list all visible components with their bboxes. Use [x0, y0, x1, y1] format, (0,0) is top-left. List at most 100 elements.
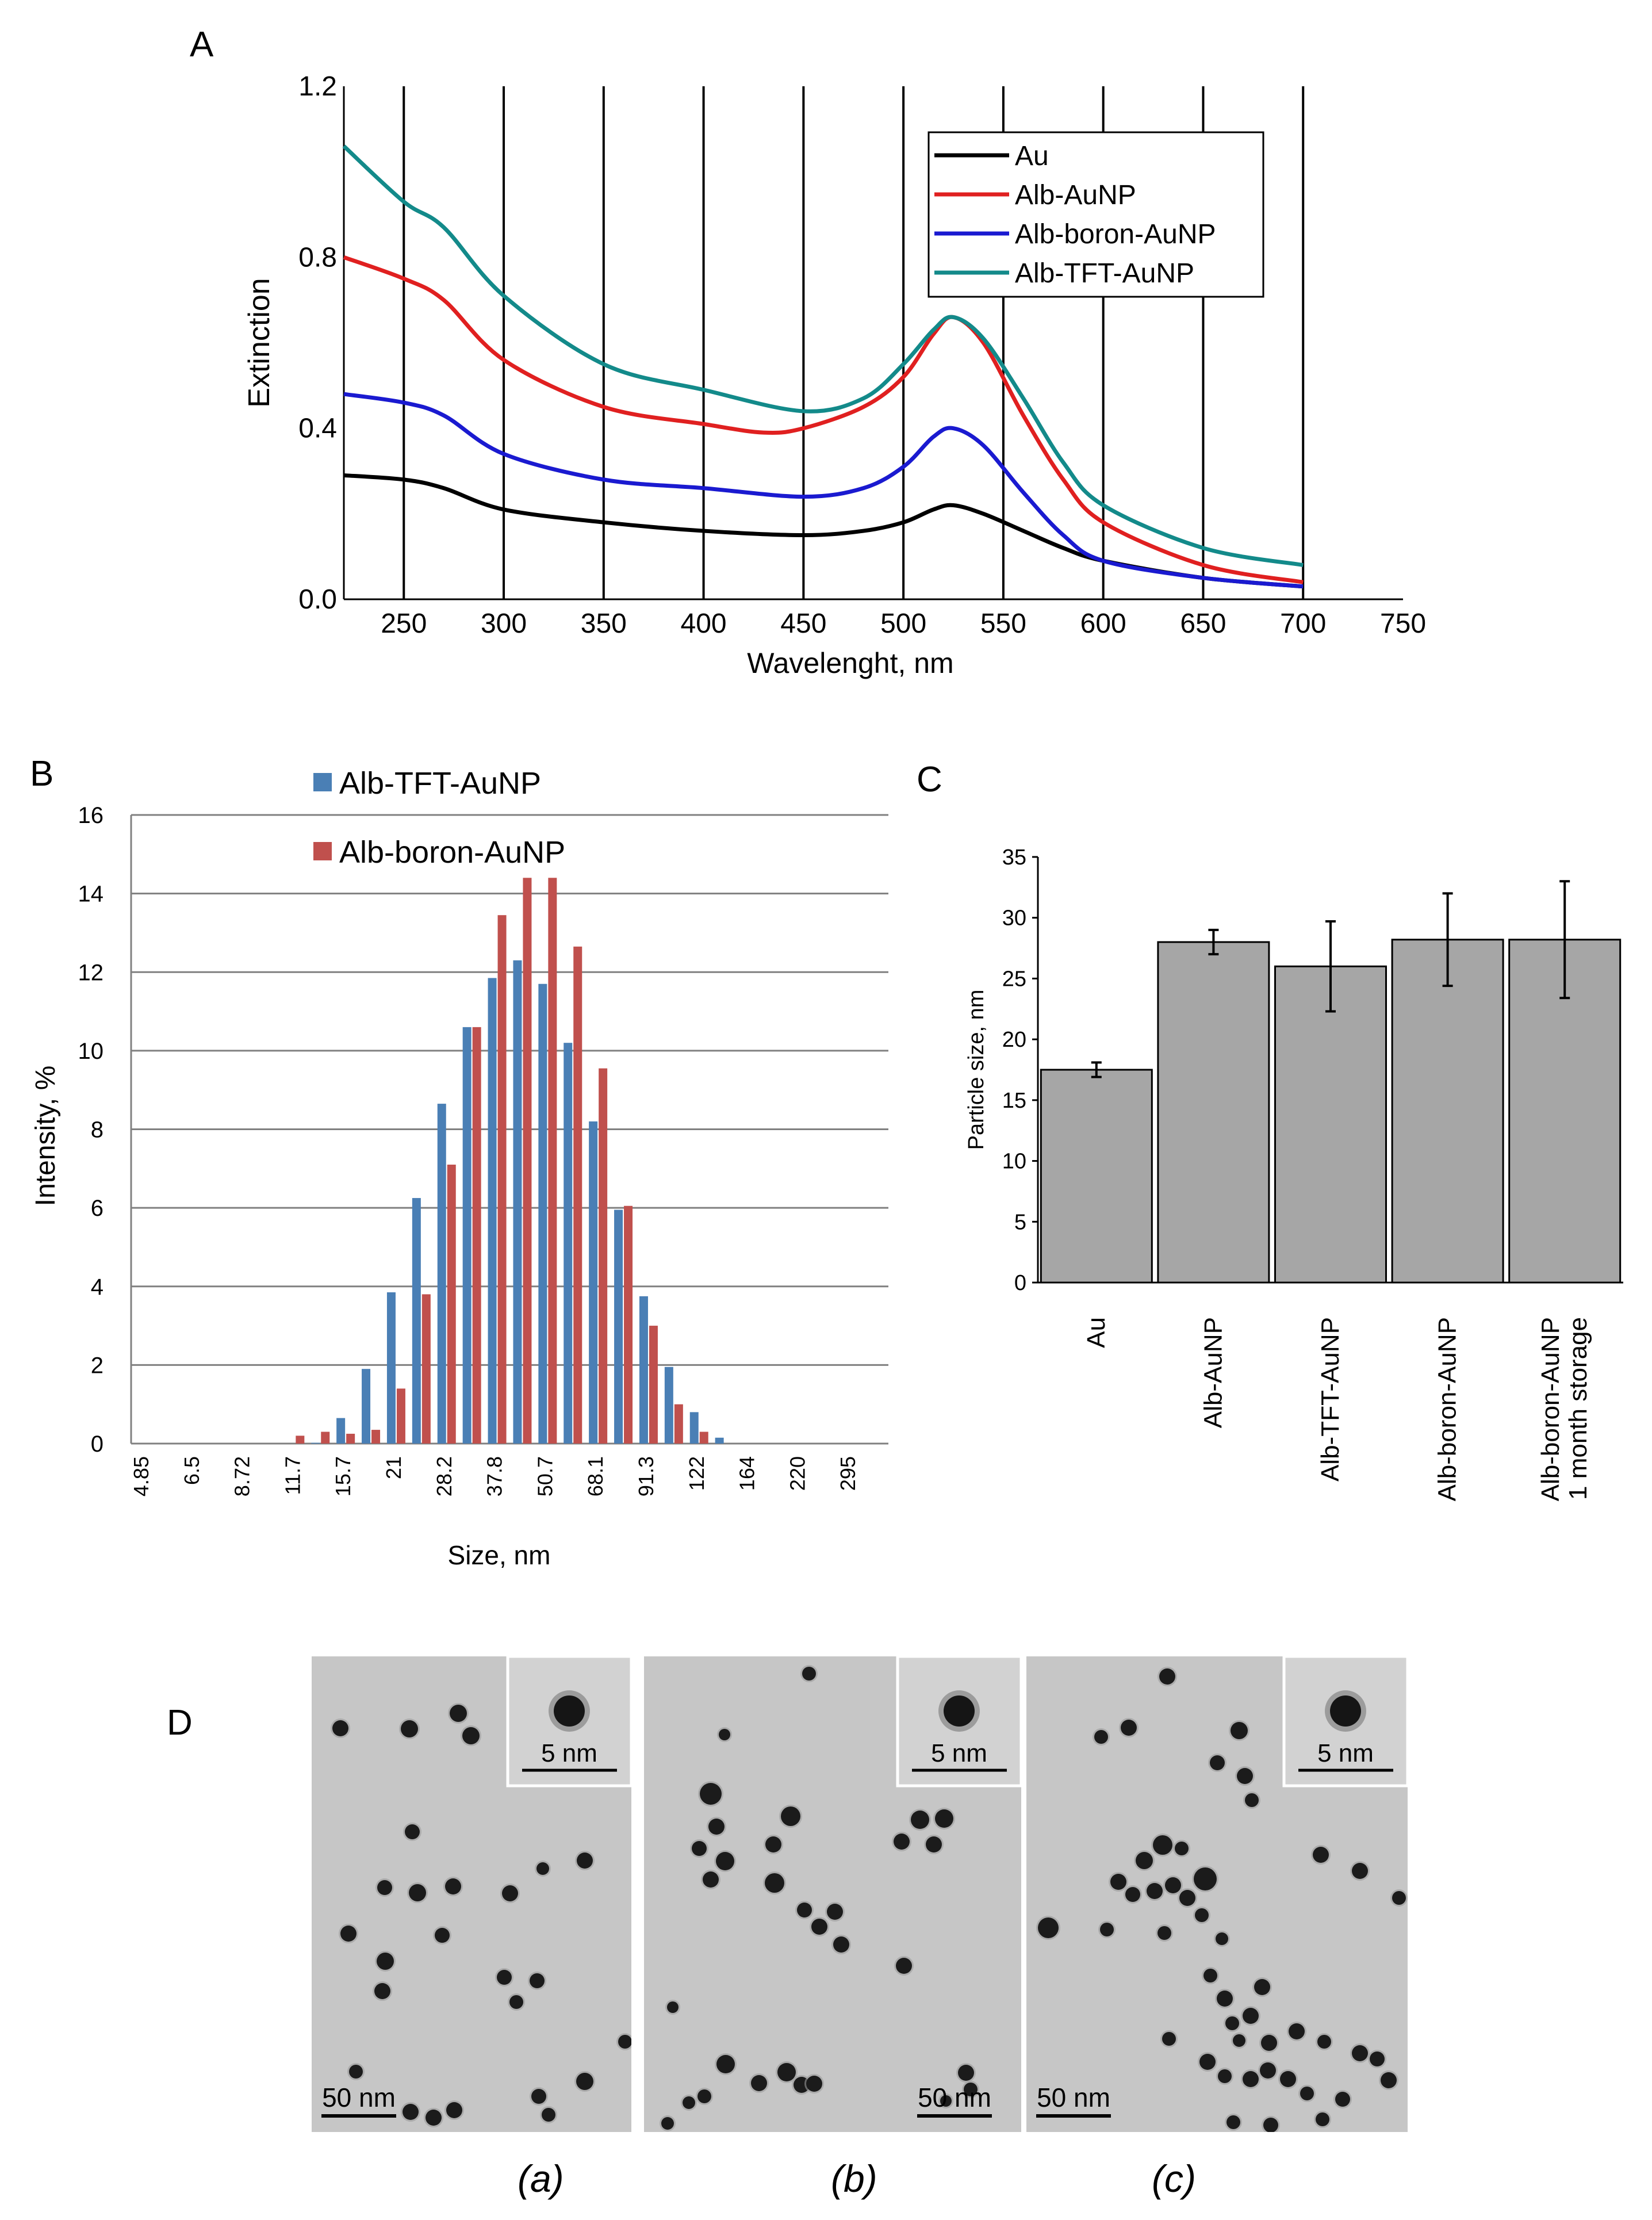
- y-tick-label: 0.8: [298, 242, 337, 273]
- y-tick-label: 10: [1002, 1150, 1026, 1174]
- y-tick-label: 5: [1014, 1210, 1026, 1234]
- nanoparticle: [719, 1729, 730, 1740]
- nanoparticle: [1100, 1923, 1114, 1936]
- nanoparticle: [401, 1720, 418, 1737]
- y-tick-label: 12: [78, 960, 104, 985]
- nanoparticle: [1038, 1917, 1059, 1938]
- nanoparticle: [964, 2083, 978, 2096]
- x-tick-label: 700: [1280, 608, 1326, 639]
- nanoparticle: [340, 1926, 357, 1942]
- nanoparticle: [1381, 2072, 1397, 2088]
- x-category-label: Alb-boron-AuNP: [1433, 1317, 1462, 1501]
- bar-alb-tft-aunp: [336, 1418, 346, 1444]
- y-tick-label: 14: [78, 882, 104, 907]
- bar-alb-tft-aunp: [462, 1027, 472, 1444]
- x-tick-label: 220: [785, 1456, 809, 1491]
- nanoparticle: [1245, 1793, 1259, 1807]
- nanoparticle: [377, 1953, 394, 1970]
- y-tick-label: 20: [1002, 1028, 1026, 1052]
- legend-box: [927, 131, 1264, 298]
- bar-alb-tft-aunp: [564, 1043, 573, 1444]
- legend-label: Alb-TFT-AuNP: [339, 766, 541, 801]
- bar-alb-tft-aunp: [589, 1121, 598, 1444]
- caption-c: (c): [1152, 2157, 1196, 2200]
- panel-d-letter: D: [167, 1703, 193, 1743]
- nanoparticle: [1157, 1926, 1171, 1940]
- nanoparticle: [377, 1880, 392, 1895]
- nanoparticle: [1217, 1991, 1233, 2007]
- tem-micrograph-svg: 5 nm 50 nm: [1026, 1656, 1408, 2132]
- nanoparticle: [716, 2055, 735, 2073]
- bar-alb-tft-aunp: [386, 1292, 396, 1444]
- nanoparticle: [683, 2096, 695, 2109]
- nanoparticle: [765, 1873, 784, 1893]
- legend-swatch: [313, 773, 332, 791]
- series-line-alb-aunp: [343, 255, 1304, 584]
- nanoparticle: [802, 1667, 816, 1681]
- bar-alb-boron-aunp: [346, 1433, 355, 1444]
- nanoparticle: [1335, 2092, 1350, 2107]
- tem-image-b: 5 nm 50 nm: [644, 1656, 1021, 2132]
- x-tick-label: 550: [980, 608, 1026, 639]
- panel-a-line-chart: 250 300 350 400 450 500 550 600 650 700 750 0.0 0.4 0…: [243, 71, 1426, 679]
- y-axis-label: Particle size, nm: [964, 990, 988, 1150]
- bar-alb-boron-aunp: [321, 1431, 330, 1444]
- nanoparticle: [1159, 1668, 1175, 1685]
- x-tick-label: 11.7: [281, 1456, 304, 1495]
- inset-particle: [944, 1695, 975, 1727]
- nanoparticle: [462, 1727, 480, 1744]
- nanoparticle: [1316, 2112, 1329, 2126]
- nanoparticle: [497, 1970, 512, 1985]
- bar-alb-tft-aunp: [664, 1367, 673, 1444]
- nanoparticle: [618, 2035, 631, 2049]
- nanoparticle: [349, 2065, 363, 2079]
- nanoparticle: [958, 2065, 974, 2081]
- nanoparticle: [1317, 2035, 1331, 2049]
- nanoparticle: [1352, 2045, 1368, 2061]
- bar-alb-tft-aunp: [437, 1104, 446, 1444]
- nanoparticle: [1226, 2115, 1240, 2129]
- caption-b: (b): [831, 2157, 877, 2200]
- nanoparticle: [1263, 2118, 1278, 2132]
- nanoparticle: [1243, 2008, 1259, 2024]
- panel-b-letter: B: [30, 754, 54, 794]
- legend-label: Alb-AuNP: [1015, 180, 1136, 210]
- nanoparticle: [1179, 1890, 1195, 1906]
- nanoparticle: [1199, 2054, 1216, 2070]
- y-tick-label: 4: [91, 1274, 104, 1300]
- panel-c-letter: C: [917, 760, 942, 799]
- nanoparticle: [703, 1871, 719, 1888]
- x-tick-label: 50.7: [533, 1456, 557, 1496]
- nanoparticle: [536, 1862, 549, 1875]
- nanoparticle: [1254, 1979, 1270, 1995]
- nanoparticle: [531, 2089, 546, 2104]
- nanoparticle: [797, 1903, 812, 1917]
- bar-alb-tft-aunp: [362, 1369, 371, 1444]
- x-tick-label: 350: [581, 608, 627, 639]
- bar-alb-boron-aunp: [699, 1431, 708, 1444]
- x-tick-label: 68.1: [584, 1456, 607, 1496]
- bar-alb-boron-aunp: [548, 878, 557, 1444]
- nanoparticle: [1194, 1867, 1217, 1890]
- x-category-label: Alb-TFT-AuNP: [1316, 1317, 1344, 1482]
- y-tick-label: 25: [1002, 967, 1026, 991]
- nanoparticle: [661, 2117, 674, 2130]
- tem-image-a: 5 nm 50 nm: [312, 1656, 631, 2132]
- nanoparticle: [896, 1958, 912, 1974]
- nanoparticle: [1225, 2016, 1239, 2030]
- main-scale-label: 50 nm: [322, 2083, 396, 2112]
- bar-alb-boron-aunp: [649, 1326, 658, 1444]
- bar-alb-boron-aunp: [497, 915, 507, 1444]
- nanoparticle: [509, 1995, 523, 2009]
- x-tick-label: 21: [382, 1456, 405, 1479]
- x-tick-label: 400: [681, 608, 727, 639]
- x-tick-label: 250: [381, 608, 427, 639]
- legend-label: Au: [1015, 141, 1049, 171]
- bar-alb-tft-aunp: [488, 978, 497, 1444]
- bar: [1391, 939, 1504, 1284]
- x-tick-label: 91.3: [634, 1456, 658, 1496]
- nanoparticle: [1110, 1874, 1126, 1890]
- nanoparticle: [1216, 1932, 1228, 1945]
- nanoparticle: [926, 1836, 942, 1852]
- panel-a-letter: A: [190, 25, 214, 64]
